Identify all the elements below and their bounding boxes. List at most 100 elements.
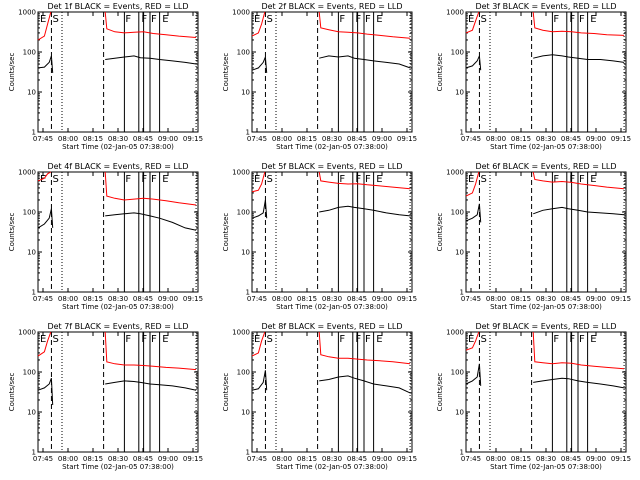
marker-letter: F — [365, 14, 371, 25]
marker-letter: E — [590, 334, 596, 345]
events-series-line — [251, 56, 268, 73]
events-series-line — [533, 377, 625, 389]
marker-letter: E — [254, 334, 260, 345]
y-tick-label: 1000 — [232, 9, 250, 17]
x-tick-label: 07:45 — [247, 455, 267, 463]
x-tick-label: 08:15 — [83, 455, 103, 463]
marker-letter: F — [151, 14, 157, 25]
y-tick-label: 10 — [241, 409, 250, 417]
y-tick-label: 100 — [451, 369, 464, 377]
y-tick-label: 100 — [23, 209, 36, 217]
y-axis-label: Counts/sec — [8, 373, 16, 412]
x-tick-label: 08:30 — [536, 135, 556, 143]
x-tick-label: 09:15 — [183, 295, 203, 303]
marker-letter: E — [468, 334, 474, 345]
y-tick-label: 1 — [32, 289, 36, 297]
y-tick-label: 100 — [451, 49, 464, 57]
marker-letter: E — [376, 14, 382, 25]
y-axis-label: Counts/sec — [222, 53, 230, 92]
x-axis-label: Start Time (02-Jan-05 07:38:00) — [62, 303, 174, 311]
x-tick-label: 08:15 — [83, 295, 103, 303]
marker-letter: F — [553, 334, 559, 345]
x-tick-label: 08:30 — [536, 295, 556, 303]
marker-letter: E — [376, 334, 382, 345]
panel-6: Det 6f BLACK = Events, RED = LLD 1 10 100 10… — [436, 162, 631, 311]
panel-title: Det 5f BLACK = Events, RED = LLD — [261, 162, 402, 171]
x-tick-label: 09:00 — [158, 455, 178, 463]
marker-letter: S — [266, 14, 272, 25]
y-axis-label: Counts/sec — [8, 53, 16, 92]
x-axis-label: Start Time (02-Jan-05 07:38:00) — [62, 463, 174, 471]
y-tick-label: 100 — [237, 209, 250, 217]
marker-letter: F — [553, 14, 559, 25]
marker-letter: S — [266, 334, 272, 345]
lld-series-line — [465, 11, 480, 34]
events-series-line — [533, 54, 625, 63]
marker-letter: F — [125, 334, 131, 345]
lld-series-line — [104, 331, 197, 371]
marker-letter: F — [141, 174, 147, 185]
x-tick-label: 08:30 — [322, 295, 342, 303]
x-tick-label: 08:30 — [322, 135, 342, 143]
lld-series-line — [318, 11, 411, 39]
events-series-line — [37, 208, 54, 229]
marker-letter: F — [569, 14, 575, 25]
x-tick-label: 08:30 — [322, 455, 342, 463]
lld-series-line — [532, 331, 625, 370]
x-tick-label: 08:45 — [347, 295, 367, 303]
panel-title: Det 3f BLACK = Events, RED = LLD — [475, 2, 616, 11]
x-tick-label: 07:45 — [247, 135, 267, 143]
events-series-line — [319, 55, 411, 69]
x-tick-label: 08:00 — [58, 135, 78, 143]
x-tick-label: 09:00 — [586, 455, 606, 463]
y-axis-label: Counts/sec — [222, 373, 230, 412]
x-axis-label: Start Time (02-Jan-05 07:38:00) — [490, 463, 602, 471]
panel-title: Det 2f BLACK = Events, RED = LLD — [261, 2, 402, 11]
y-tick-label: 1000 — [18, 9, 36, 17]
x-tick-label: 09:15 — [183, 135, 203, 143]
marker-letter: E — [40, 14, 46, 25]
y-tick-label: 10 — [455, 249, 464, 257]
y-tick-label: 1000 — [446, 329, 464, 337]
marker-letter: F — [125, 14, 131, 25]
marker-letter: E — [254, 174, 260, 185]
marker-letter: S — [52, 14, 58, 25]
x-tick-label: 07:45 — [33, 295, 53, 303]
marker-letter: F — [339, 174, 345, 185]
x-tick-label: 08:45 — [561, 135, 581, 143]
lld-series-line — [37, 171, 52, 182]
y-tick-label: 10 — [27, 249, 36, 257]
x-tick-label: 09:15 — [611, 135, 631, 143]
marker-letter: E — [376, 174, 382, 185]
lld-series-line — [104, 171, 197, 206]
x-tick-label: 08:45 — [347, 135, 367, 143]
marker-letter: F — [569, 174, 575, 185]
x-tick-label: 08:30 — [536, 455, 556, 463]
marker-letter: F — [569, 334, 575, 345]
y-axis-label: Counts/sec — [436, 213, 444, 252]
marker-letter: F — [579, 14, 585, 25]
y-axis-label: Counts/sec — [8, 213, 16, 252]
x-tick-label: 08:45 — [347, 455, 367, 463]
y-tick-label: 1000 — [446, 169, 464, 177]
marker-letter: F — [141, 334, 147, 345]
x-axis-label: Start Time (02-Jan-05 07:38:00) — [276, 463, 388, 471]
x-tick-label: 08:00 — [272, 455, 292, 463]
x-tick-label: 09:15 — [611, 295, 631, 303]
marker-letter: E — [162, 14, 168, 25]
events-series-line — [465, 363, 482, 386]
x-tick-label: 08:15 — [511, 455, 531, 463]
y-tick-label: 1 — [460, 289, 464, 297]
panel-7: Det 7f BLACK = Events, RED = LLD 1 10 100 10… — [8, 322, 203, 471]
events-series-line — [251, 199, 268, 219]
marker-letter: E — [162, 334, 168, 345]
y-tick-label: 100 — [237, 369, 250, 377]
marker-letter: F — [365, 174, 371, 185]
y-tick-label: 10 — [241, 89, 250, 97]
marker-letter: S — [52, 174, 58, 185]
x-tick-label: 08:00 — [486, 295, 506, 303]
x-tick-label: 08:15 — [297, 135, 317, 143]
panel-2: Det 2f BLACK = Events, RED = LLD 1 10 100 10… — [222, 2, 417, 151]
y-tick-label: 1 — [32, 449, 36, 457]
y-tick-label: 10 — [241, 249, 250, 257]
